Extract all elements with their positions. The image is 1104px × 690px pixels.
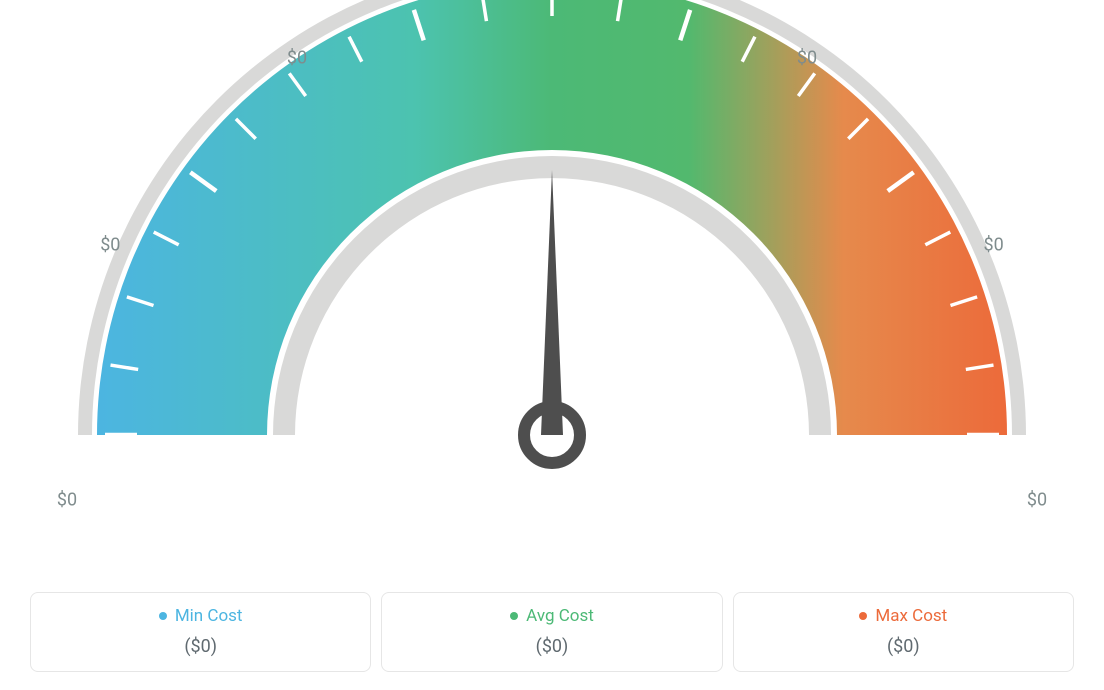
- legend-value: ($0): [392, 636, 711, 657]
- legend-title: Min Cost: [159, 606, 243, 626]
- gauge-tick-label: $0: [57, 490, 77, 511]
- legend-title: Max Cost: [859, 606, 947, 626]
- legend-value: ($0): [744, 636, 1063, 657]
- legend-dot-icon: [159, 612, 167, 620]
- legend-card-min: Min Cost ($0): [30, 592, 371, 672]
- gauge-chart: $0 $0 $0 $0 $0 $0 $0: [0, 0, 1104, 560]
- legend-dot-icon: [859, 612, 867, 620]
- legend-label: Min Cost: [175, 606, 243, 626]
- gauge-tick-label: $0: [1027, 490, 1047, 511]
- legend-dot-icon: [510, 612, 518, 620]
- gauge-tick-label: $0: [287, 48, 307, 69]
- legend-card-avg: Avg Cost ($0): [381, 592, 722, 672]
- legend-value: ($0): [41, 636, 360, 657]
- legend-label: Avg Cost: [526, 606, 594, 626]
- legend-title: Avg Cost: [510, 606, 594, 626]
- gauge-tick-label: $0: [100, 235, 120, 256]
- gauge-tick-label: $0: [542, 0, 562, 1]
- legend-card-max: Max Cost ($0): [733, 592, 1074, 672]
- gauge-tick-label: $0: [797, 48, 817, 69]
- legend-label: Max Cost: [875, 606, 947, 626]
- legend-row: Min Cost ($0) Avg Cost ($0) Max Cost ($0): [0, 592, 1104, 672]
- gauge-needle: [541, 170, 563, 435]
- gauge-cost-widget: $0$0$0$0$0$0$0 Min Cost($0)Avg Cost($0)M…: [0, 0, 1104, 690]
- gauge-svg: [0, 0, 1104, 625]
- gauge-tick-label: $0: [984, 235, 1004, 256]
